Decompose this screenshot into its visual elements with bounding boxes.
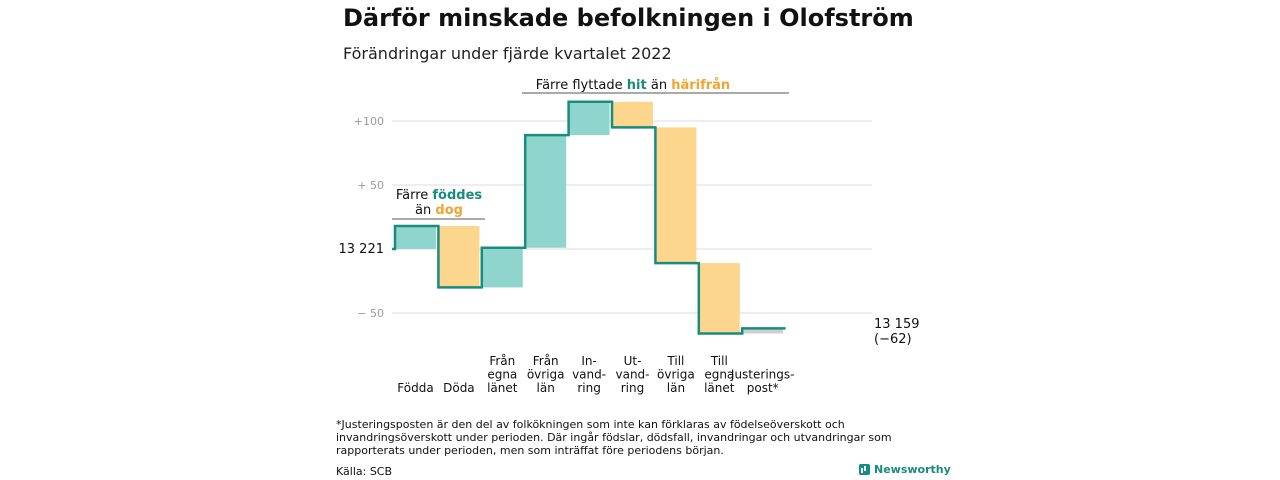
- category-label: vand-: [615, 368, 649, 382]
- y-tick-label: 13 221: [339, 242, 385, 257]
- cumulative-step-line: [392, 100, 786, 335]
- category-label: ring: [621, 381, 645, 395]
- category-label: egna: [704, 368, 734, 382]
- category-label: övriga: [657, 368, 695, 382]
- category-label: länet: [487, 381, 518, 395]
- category-label: vand-: [572, 368, 606, 382]
- chart-title: Därför minskade befolkningen i Olofström: [343, 4, 914, 32]
- category-label: Födda: [397, 381, 433, 395]
- category-label: Från: [489, 354, 515, 368]
- category-label: Till: [710, 354, 728, 368]
- bar-7: [655, 127, 697, 264]
- brand-logo: Newsworthy: [859, 463, 951, 476]
- bar-5: [568, 101, 610, 136]
- category-label: In-: [581, 354, 596, 368]
- category-label: egna: [487, 368, 517, 382]
- bar-8: [698, 263, 740, 334]
- category-label: länet: [704, 381, 735, 395]
- annotation-migration: Färre flyttade hit än härifrån: [536, 78, 730, 93]
- category-label: län: [667, 381, 685, 395]
- category-label: Från: [533, 354, 559, 368]
- bar-6: [612, 101, 653, 128]
- bar-3: [481, 247, 523, 288]
- category-label: övriga: [527, 368, 565, 382]
- bar-1: [395, 225, 436, 249]
- footnote: *Justeringsposten är den del av folkökni…: [336, 418, 892, 457]
- brand-name: Newsworthy: [874, 463, 951, 476]
- y-tick-label: − 50: [357, 307, 384, 320]
- category-label: post*: [747, 381, 779, 395]
- y-tick-label: +100: [354, 115, 384, 128]
- end-value-label: 13 159: [874, 317, 920, 332]
- source: Källa: SCB: [336, 465, 393, 478]
- category-label: ring: [577, 381, 601, 395]
- newsworthy-icon: [859, 464, 870, 475]
- category-label: Ut-: [624, 354, 642, 368]
- y-tick-label: + 50: [357, 179, 384, 192]
- annotation-births-deaths-line2: än dog: [415, 203, 463, 218]
- bar-9: [742, 328, 784, 334]
- category-label: Döda: [443, 381, 475, 395]
- category-label: Justerings-: [730, 368, 795, 382]
- category-label: län: [537, 381, 555, 395]
- bar-2: [438, 225, 480, 288]
- end-change-label: (−62): [874, 332, 912, 347]
- annotation-births-deaths-line1: Färre föddes: [396, 188, 483, 203]
- category-label: Till: [666, 354, 684, 368]
- chart-subtitle: Förändringar under fjärde kvartalet 2022: [343, 44, 672, 63]
- bar-4: [525, 135, 567, 248]
